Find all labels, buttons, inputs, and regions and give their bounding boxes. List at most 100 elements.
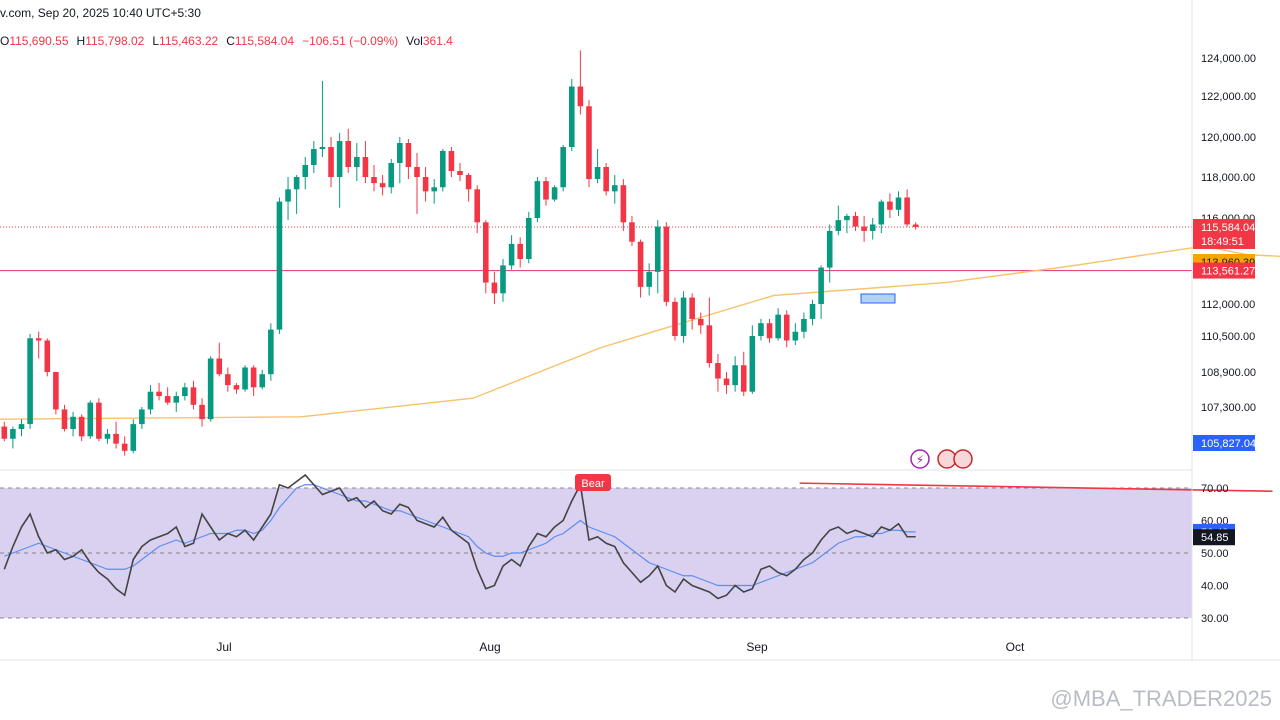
bear-badge xyxy=(575,474,611,491)
bear-badge-label: Bear xyxy=(581,478,605,490)
rsi-price-label-box xyxy=(1193,529,1235,546)
ohlc-value: 115,584.04 xyxy=(234,34,295,48)
candle-body xyxy=(878,201,885,225)
candle-body xyxy=(96,402,102,439)
candle-body xyxy=(104,433,111,439)
candle-body xyxy=(663,226,670,302)
candle-body xyxy=(130,424,137,451)
candle-body xyxy=(78,416,85,437)
candle-body xyxy=(371,177,377,184)
candle-body xyxy=(440,151,446,188)
ohlc-key: Vol xyxy=(406,34,423,48)
candle-body xyxy=(302,165,309,177)
candle-body xyxy=(844,215,850,221)
price-label: 105,827.04 xyxy=(1201,438,1256,450)
rsi-tick-label: 50.00 xyxy=(1201,548,1229,560)
candle-body xyxy=(113,433,119,444)
rsi-price-label: 54.85 xyxy=(1201,532,1229,544)
candle-body xyxy=(551,187,558,200)
candle-body xyxy=(397,143,403,163)
ohlc-key: O xyxy=(0,34,10,48)
candle-body xyxy=(242,367,248,390)
candle-body xyxy=(268,329,274,375)
lightning-glyph: ⚡ xyxy=(916,453,924,467)
ohlc-value: 115,463.22 xyxy=(159,34,219,48)
candle-body xyxy=(465,175,472,190)
y-tick-label: 112,000.00 xyxy=(1201,299,1255,311)
candle-body xyxy=(164,396,171,403)
candle-body xyxy=(517,243,523,259)
candle-body xyxy=(431,187,437,192)
ohlc-value: 115,798.02 xyxy=(85,34,145,48)
candle-body xyxy=(319,147,326,149)
rsi-tick-label: 70.00 xyxy=(1201,483,1229,495)
x-tick-label: Jul xyxy=(216,640,231,654)
candle-body xyxy=(809,304,816,319)
candle-body xyxy=(250,367,257,388)
candle-body xyxy=(611,185,618,192)
candle-body xyxy=(740,365,747,392)
chart-source-date: v.com, Sep 20, 2025 10:40 UTC+5:30 xyxy=(0,6,201,20)
rsi-tick-label: 40.00 xyxy=(1201,581,1229,593)
candle-body xyxy=(818,267,824,304)
candle-body xyxy=(706,325,713,363)
ohlc-key: H xyxy=(76,34,86,48)
candle-body xyxy=(654,226,661,272)
candle-body xyxy=(603,167,609,192)
candle-body xyxy=(500,265,506,294)
us-flag-icon xyxy=(953,449,973,469)
candle-body xyxy=(723,378,730,386)
candle-body xyxy=(156,391,162,397)
y-tick-label: 110,500.00 xyxy=(1201,331,1255,343)
y-tick-label: 122,000.00 xyxy=(1201,91,1256,103)
candle-body xyxy=(895,197,902,210)
candle-body xyxy=(328,147,334,177)
candle-body xyxy=(474,189,480,223)
candle-body xyxy=(491,282,498,294)
candle-body xyxy=(766,323,773,339)
candle-body xyxy=(680,297,687,336)
candle-body xyxy=(199,404,205,420)
candle-body xyxy=(182,387,188,397)
y-tick-label: 108,900.00 xyxy=(1201,367,1256,379)
candle-body xyxy=(388,163,395,188)
candle-body xyxy=(904,197,910,225)
candle-body xyxy=(285,189,291,202)
candle-body xyxy=(758,323,764,336)
candle-body xyxy=(568,86,575,147)
candle-body xyxy=(749,336,756,392)
candle-body xyxy=(543,181,549,200)
watermark: @MBA_TRADER2025 xyxy=(1050,686,1272,711)
candle-body xyxy=(887,201,893,210)
candle-body xyxy=(10,428,16,439)
candle-body xyxy=(646,271,652,287)
candle-body xyxy=(620,185,627,223)
price-label-box xyxy=(1193,232,1255,249)
candle-body xyxy=(414,167,420,177)
price-label-box xyxy=(1193,218,1255,235)
candle-body xyxy=(44,340,51,372)
lightning-icon xyxy=(910,449,930,469)
candle-body xyxy=(293,177,300,190)
candle-body xyxy=(525,218,532,259)
candle-body xyxy=(190,387,197,405)
candle-body xyxy=(336,141,343,177)
moving-average-line xyxy=(0,245,1280,420)
candle-body xyxy=(869,224,876,231)
price-label: 115,584.04 xyxy=(1201,222,1255,234)
candle-body xyxy=(861,226,867,231)
candle-body xyxy=(852,215,859,227)
candle-body xyxy=(672,301,678,336)
candle-body xyxy=(27,338,33,425)
candle-body xyxy=(87,402,94,437)
rsi-line xyxy=(3,473,916,600)
candle-body xyxy=(586,106,592,180)
candle-body xyxy=(697,318,704,326)
y-tick-label: 118,000.00 xyxy=(1201,172,1255,184)
y-tick-label: 107,300.00 xyxy=(1201,402,1256,414)
y-tick-label: 124,000.00 xyxy=(1201,53,1256,65)
candle-body xyxy=(139,409,145,425)
candle-body xyxy=(801,318,807,332)
candle-body xyxy=(61,409,68,429)
